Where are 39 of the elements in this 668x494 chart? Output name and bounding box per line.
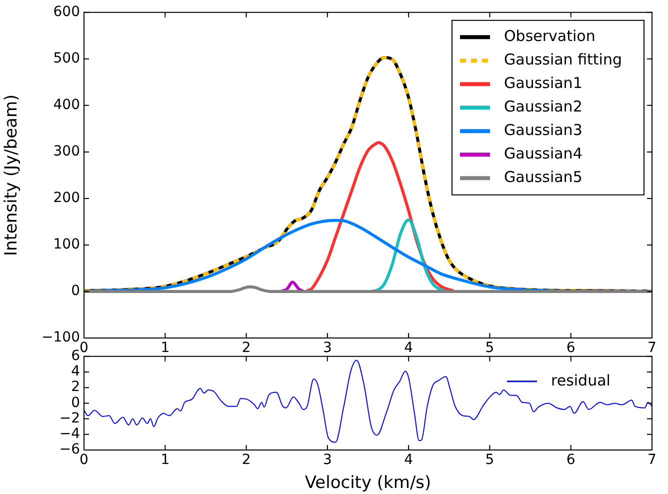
x-tick-label: 4	[404, 340, 414, 356]
y-tick-label: −100	[42, 330, 80, 346]
x-tick-label: 7	[648, 340, 656, 356]
y-axis-title: Intensity (Jy/beam)	[2, 94, 22, 256]
x-axis-title: Velocity (km/s)	[304, 473, 432, 494]
x-tick-label: 2	[242, 340, 251, 356]
x-tick-label: 6	[566, 452, 576, 468]
y-tick-label: 4	[71, 364, 80, 380]
y-tick-label: −6	[59, 442, 80, 458]
legend-label: Gaussian5	[504, 168, 582, 186]
x-tick-label: 5	[485, 340, 494, 356]
x-tick-label: 6	[566, 340, 576, 356]
y-tick-label: 0	[71, 394, 80, 411]
y-tick-label: 0	[71, 283, 80, 300]
line-series	[84, 360, 652, 443]
x-tick-label: 1	[160, 340, 170, 356]
legend-label: Gaussian3	[504, 121, 582, 140]
legend-label: Gaussian2	[504, 98, 582, 116]
y-tick-label: 200	[53, 190, 80, 206]
y-tick-label: 600	[53, 4, 80, 20]
y-tick-label: 100	[53, 236, 80, 253]
y-tick-label: 400	[53, 97, 80, 114]
x-tick-label: 3	[322, 340, 332, 356]
x-tick-label: 7	[648, 452, 656, 468]
x-tick-label: 3	[322, 452, 332, 468]
legend-label: Gaussian fitting	[504, 50, 622, 69]
y-tick-label: −2	[59, 410, 80, 426]
x-tick-label: 2	[242, 452, 251, 468]
legend-label: Observation	[504, 27, 596, 46]
legend-label: Gaussian1	[504, 74, 582, 92]
x-tick-label: 4	[404, 452, 414, 468]
legend-label: Gaussian4	[504, 144, 582, 163]
y-tick-label: 2	[71, 379, 80, 396]
y-tick-label: 500	[53, 50, 80, 67]
x-tick-label: 1	[160, 452, 170, 468]
y-tick-label: 300	[53, 144, 80, 160]
legend-label: residual	[551, 371, 610, 390]
y-tick-label: −4	[59, 426, 80, 442]
x-tick-label: 5	[485, 452, 494, 468]
